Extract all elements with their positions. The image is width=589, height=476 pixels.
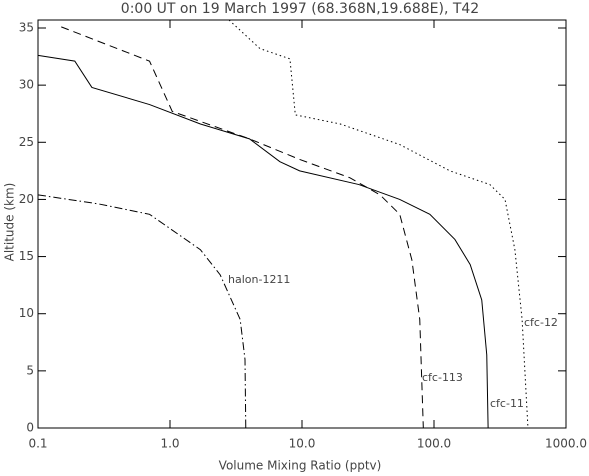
- y-tick-label: 0: [26, 421, 34, 435]
- x-tick-label: 0.1: [28, 437, 47, 451]
- x-tick-label: 10.0: [289, 437, 316, 451]
- x-tick-label: 100.0: [417, 437, 451, 451]
- profile-line: [37, 194, 247, 429]
- profile-line: [61, 26, 424, 429]
- curve-label: cfc-11: [490, 397, 524, 410]
- y-tick-label: 5: [26, 363, 34, 377]
- y-tick-label: 35: [19, 21, 34, 35]
- curve-label: cfc-113: [422, 371, 463, 384]
- curve-label: halon-1211: [228, 273, 290, 286]
- x-tick-label: 1000.0: [545, 437, 587, 451]
- profile-line: [37, 54, 489, 429]
- x-axis-label: Volume Mixing Ratio (pptv): [219, 459, 382, 473]
- y-tick-label: 20: [19, 192, 34, 206]
- y-tick-label: 30: [19, 78, 34, 92]
- curve-label: cfc-12: [524, 316, 558, 329]
- y-tick-label: 10: [19, 306, 34, 320]
- y-axis-label: Altitude (km): [3, 183, 17, 262]
- chart-title: 0:00 UT on 19 March 1997 (68.368N,19.688…: [121, 1, 479, 17]
- profile-line: [228, 19, 529, 429]
- y-tick-label: 25: [19, 135, 34, 149]
- x-tick-label: 1.0: [160, 437, 179, 451]
- y-tick-label: 15: [19, 249, 34, 263]
